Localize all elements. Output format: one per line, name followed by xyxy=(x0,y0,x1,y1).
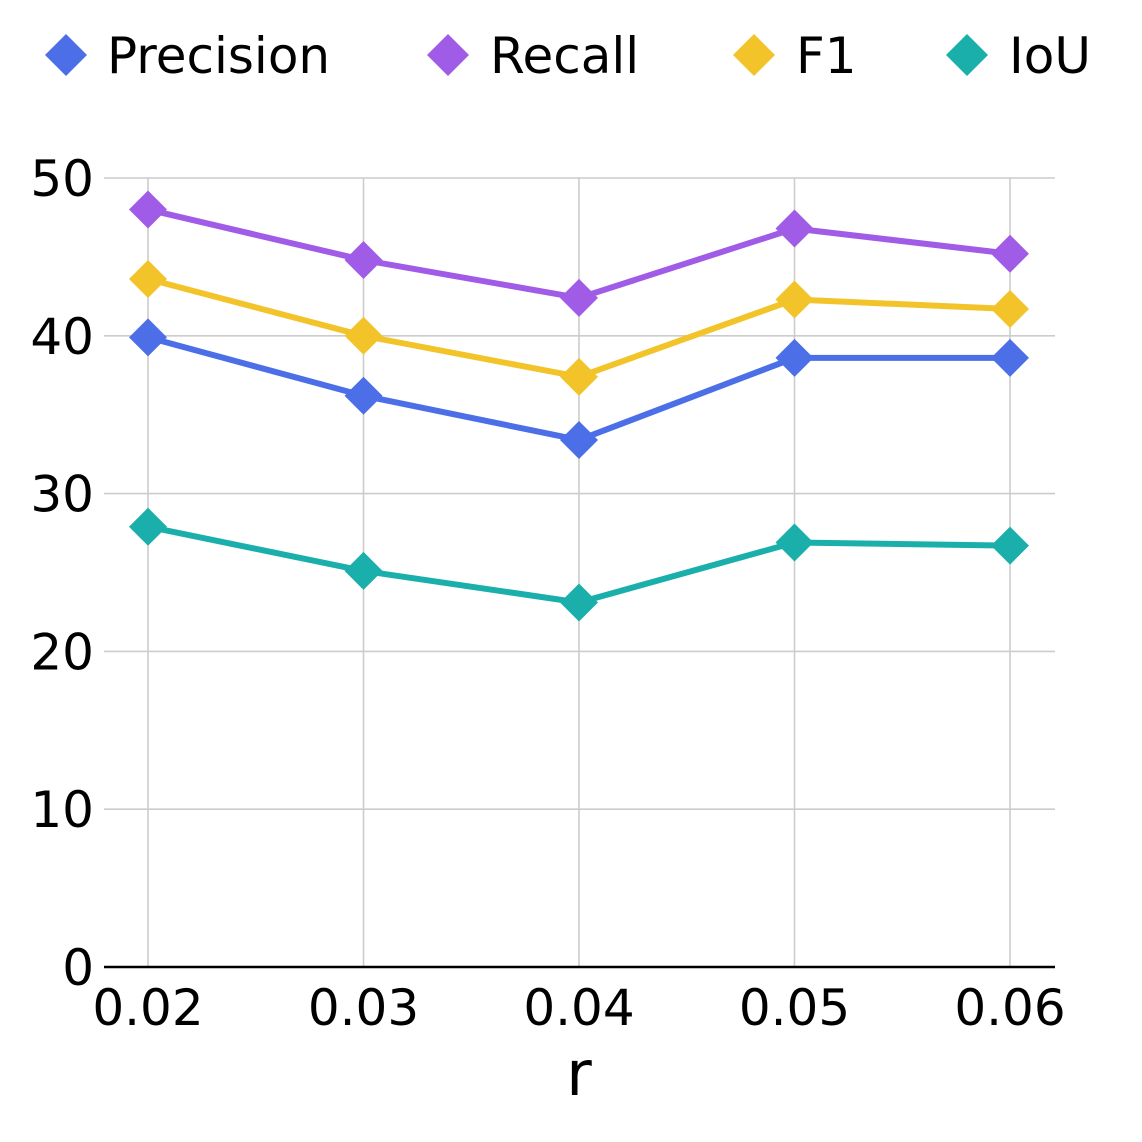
legend-item-iou: IoU xyxy=(946,27,1091,85)
legend-item-precision: Precision xyxy=(45,27,330,85)
data-point-f1 xyxy=(991,289,1029,328)
series-recall xyxy=(129,190,1029,317)
y-tick-label: 40 xyxy=(30,308,94,366)
axes: 0 10 20 30 40 50 0.02 0.03 0.04 0.05 0.06 xyxy=(30,150,1065,1037)
data-point-iou xyxy=(560,583,598,622)
y-tick-label: 30 xyxy=(30,466,94,524)
data-point-f1 xyxy=(775,280,814,319)
legend-marker-precision xyxy=(45,34,87,76)
x-tick-label: 0.03 xyxy=(308,979,419,1037)
data-point-recall xyxy=(344,241,383,280)
legend-marker-recall xyxy=(427,34,469,76)
data-point-recall xyxy=(991,234,1029,273)
data-point-precision xyxy=(344,376,383,415)
y-tick-label: 10 xyxy=(30,781,94,839)
data-point-precision xyxy=(775,338,814,377)
x-axis-title: r xyxy=(566,1037,592,1110)
legend-label-precision: Precision xyxy=(107,27,330,85)
data-point-iou xyxy=(991,526,1029,565)
data-point-recall xyxy=(129,190,167,229)
data-point-f1 xyxy=(344,316,383,355)
grid xyxy=(104,177,1055,967)
data-point-iou xyxy=(344,551,383,590)
legend-label-f1: F1 xyxy=(796,27,857,85)
legend-item-recall: Recall xyxy=(427,27,639,85)
data-point-recall xyxy=(560,278,598,317)
data-point-precision xyxy=(560,420,598,459)
x-tick-label: 0.02 xyxy=(92,979,203,1037)
x-tick-label: 0.04 xyxy=(523,979,634,1037)
y-tick-label: 0 xyxy=(62,939,94,997)
legend-label-recall: Recall xyxy=(490,27,639,85)
x-tick-label: 0.06 xyxy=(954,979,1065,1037)
legend-marker-f1 xyxy=(733,34,775,76)
data-point-f1 xyxy=(560,357,598,396)
data-point-iou xyxy=(775,523,814,562)
data-point-iou xyxy=(129,507,167,546)
data-point-recall xyxy=(775,209,814,248)
y-tick-label: 20 xyxy=(30,623,94,681)
legend: Precision Recall F1 IoU xyxy=(45,27,1091,85)
data-point-f1 xyxy=(129,259,167,298)
series-iou xyxy=(129,507,1029,622)
x-tick-label: 0.05 xyxy=(739,979,850,1037)
legend-label-iou: IoU xyxy=(1009,27,1091,85)
legend-marker-iou xyxy=(946,34,988,76)
y-tick-label: 50 xyxy=(30,150,94,208)
legend-item-f1: F1 xyxy=(733,27,857,85)
series-precision xyxy=(129,318,1029,459)
data-point-precision xyxy=(991,338,1029,377)
data-point-precision xyxy=(129,318,167,357)
series-group xyxy=(129,190,1029,622)
series-f1 xyxy=(129,259,1029,396)
